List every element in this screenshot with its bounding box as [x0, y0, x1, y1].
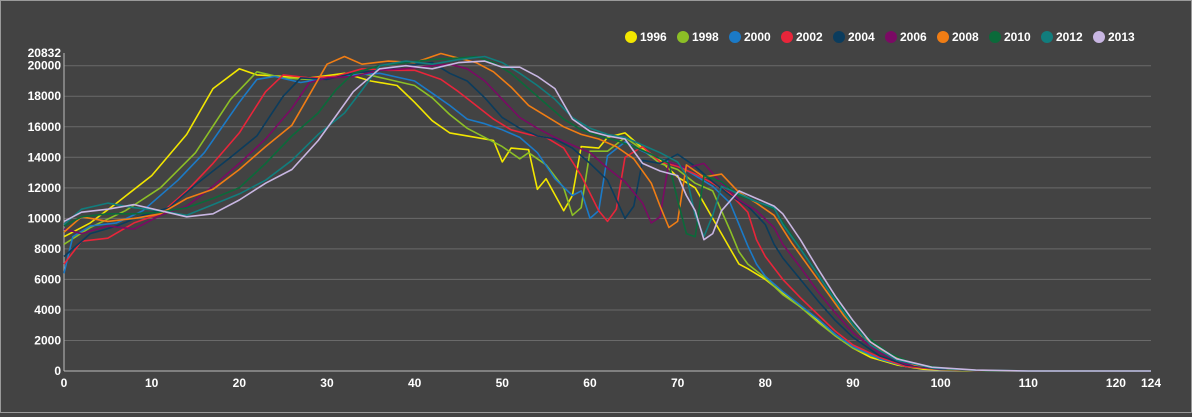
y-tick-label: 20000 [28, 59, 62, 73]
legend-item-2008[interactable]: 2008 [937, 30, 979, 44]
legend-marker [625, 31, 637, 43]
legend-marker [885, 31, 897, 43]
legend-label: 2008 [952, 30, 979, 44]
y-tick-label: 6000 [34, 272, 61, 286]
legend-item-2012[interactable]: 2012 [1041, 30, 1083, 44]
legend-label: 2002 [796, 30, 823, 44]
series-line-2002 [63, 68, 1151, 372]
y-tick-label: 18000 [28, 89, 62, 103]
series-line-2006 [63, 63, 1151, 372]
series-line-2013 [63, 60, 1151, 372]
legend-item-1996[interactable]: 1996 [625, 30, 667, 44]
legend-item-2006[interactable]: 2006 [885, 30, 927, 44]
legend-label: 2010 [1004, 30, 1031, 44]
y-tick-label: 10000 [28, 211, 62, 225]
series-line-1996 [63, 68, 1151, 372]
legend-marker [1041, 31, 1053, 43]
legend-label: 2006 [900, 30, 927, 44]
legend-item-2000[interactable]: 2000 [729, 30, 771, 44]
axes [63, 53, 1151, 372]
y-tick-label: 12000 [28, 181, 62, 195]
legend-item-2013[interactable]: 2013 [1093, 30, 1135, 44]
x-tick-label: 100 [931, 376, 951, 390]
legend-marker [833, 31, 845, 43]
x-tick-label: 120 [1106, 376, 1126, 390]
y-tick-label: 4000 [34, 303, 61, 317]
legend-label: 1998 [692, 30, 719, 44]
x-tick-label: 60 [583, 376, 597, 390]
y-tick-label: 20832 [28, 46, 62, 60]
legend-marker [989, 31, 1001, 43]
x-tick-label: 90 [846, 376, 860, 390]
series-line-2000 [63, 72, 1151, 372]
x-tick-label: 124 [1141, 376, 1161, 390]
legend-label: 2013 [1108, 30, 1135, 44]
x-tick-label: 30 [320, 376, 334, 390]
x-tick-label: 0 [61, 376, 68, 390]
series-group [63, 52, 1151, 372]
legend-label: 1996 [640, 30, 667, 44]
y-axis-tick-labels: 0 2000 4000 6000 8000 10000 12000 14000 16000 180… [28, 46, 62, 378]
series-line-2004 [63, 61, 1151, 372]
legend-label: 2000 [744, 30, 771, 44]
legend-marker [677, 31, 689, 43]
legend-marker [1093, 31, 1105, 43]
x-tick-label: 40 [408, 376, 422, 390]
legend[interactable]: 1996 1998 2000 2002 2004 2006 2008 2010 2012 2013 [625, 30, 1135, 44]
series-line-2012 [63, 55, 1151, 372]
y-tick-label: 0 [54, 364, 61, 378]
x-tick-label: 110 [1019, 376, 1039, 390]
x-axis-tick-labels: 0 10 20 30 40 50 60 70 80 90 100 110 120 124 [61, 376, 1162, 390]
x-tick-label: 80 [759, 376, 773, 390]
x-tick-label: 70 [671, 376, 685, 390]
series-line-1998 [63, 71, 1151, 372]
y-tick-label: 2000 [34, 333, 61, 347]
legend-item-2010[interactable]: 2010 [989, 30, 1031, 44]
series-line-2008 [63, 52, 1151, 372]
grid-lines [64, 65, 1151, 341]
legend-marker [729, 31, 741, 43]
legend-marker [781, 31, 793, 43]
legend-label: 2012 [1056, 30, 1083, 44]
legend-item-1998[interactable]: 1998 [677, 30, 719, 44]
x-tick-label: 10 [145, 376, 159, 390]
legend-item-2002[interactable]: 2002 [781, 30, 823, 44]
legend-label: 2004 [848, 30, 875, 44]
y-tick-label: 14000 [28, 150, 62, 164]
y-tick-label: 16000 [28, 120, 62, 134]
x-tick-label: 50 [496, 376, 510, 390]
x-tick-label: 20 [233, 376, 247, 390]
legend-item-2004[interactable]: 2004 [833, 30, 875, 44]
legend-marker [937, 31, 949, 43]
y-tick-label: 8000 [34, 242, 61, 256]
